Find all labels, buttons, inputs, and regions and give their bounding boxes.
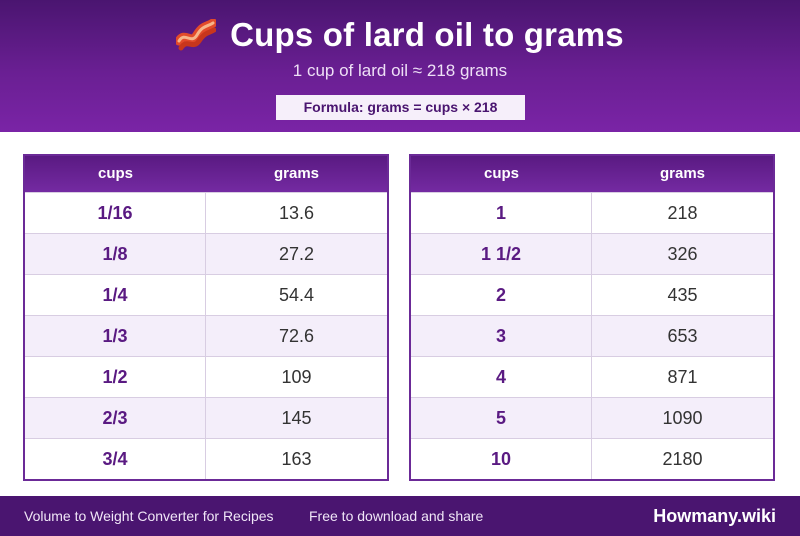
column-header-cups: cups [97, 165, 133, 182]
grams-cell: 54.4 [278, 285, 315, 305]
table-row: 1/3 72.6 [25, 315, 387, 356]
table-row: 3/4 163 [25, 438, 387, 479]
table-row: 1/4 54.4 [25, 274, 387, 315]
cups-cell: 10 [411, 439, 592, 479]
grams-cell: 653 [667, 326, 698, 346]
column-header-grams: grams [659, 165, 706, 182]
header-banner: Cups of lard oil to grams 1 cup of lard … [0, 0, 800, 132]
table-row: 2 435 [411, 274, 773, 315]
cups-cell: 1 1/2 [411, 234, 592, 274]
grams-cell: 13.6 [278, 203, 315, 223]
table-row: 1/8 27.2 [25, 233, 387, 274]
cups-cell: 2/3 [25, 398, 206, 438]
footer-tagline: Free to download and share [309, 508, 484, 524]
table-row: 1/16 13.6 [25, 192, 387, 233]
column-header-grams: grams [273, 165, 320, 182]
table-header: cups grams [25, 156, 387, 192]
grams-cell: 2180 [662, 449, 703, 469]
grams-cell: 72.6 [278, 326, 315, 346]
conversion-table-left: cups grams 1/16 13.6 1/8 27.2 1/4 54.4 1… [23, 154, 389, 481]
footer-description: Volume to Weight Converter for Recipes [24, 508, 274, 524]
cups-cell: 1/8 [25, 234, 206, 274]
table-row: 5 1090 [411, 397, 773, 438]
cups-cell: 1/4 [25, 275, 206, 315]
table-row: 10 2180 [411, 438, 773, 479]
grams-cell: 163 [281, 449, 312, 469]
grams-cell: 27.2 [278, 244, 315, 264]
cups-cell: 3/4 [25, 439, 206, 479]
cups-cell: 4 [411, 357, 592, 397]
bacon-icon [174, 18, 218, 51]
page-title: Cups of lard oil to grams [230, 16, 624, 53]
conversion-table-right: cups grams 1 218 1 1/2 326 2 435 3 653 4… [409, 154, 775, 481]
cups-cell: 2 [411, 275, 592, 315]
grams-cell: 145 [281, 408, 312, 428]
grams-cell: 109 [281, 367, 312, 387]
formula-badge: Formula: grams = cups × 218 [276, 95, 525, 120]
footer-bar: Volume to Weight Converter for Recipes F… [0, 496, 800, 536]
table-row: 1 1/2 326 [411, 233, 773, 274]
grams-cell: 435 [667, 285, 698, 305]
grams-cell: 1090 [662, 408, 703, 428]
brand-logo[interactable]: Howmany.wiki [653, 506, 776, 526]
table-header: cups grams [411, 156, 773, 192]
page-subtitle: 1 cup of lard oil ≈ 218 grams [292, 61, 508, 80]
table-row: 1/2 109 [25, 356, 387, 397]
cups-cell: 3 [411, 316, 592, 356]
cups-cell: 5 [411, 398, 592, 438]
table-row: 3 653 [411, 315, 773, 356]
title-row: Cups of lard oil to grams [0, 14, 800, 56]
table-row: 4 871 [411, 356, 773, 397]
cups-cell: 1/16 [25, 193, 206, 233]
cups-cell: 1/3 [25, 316, 206, 356]
cups-cell: 1/2 [25, 357, 206, 397]
grams-cell: 871 [667, 367, 698, 387]
cups-cell: 1 [411, 193, 592, 233]
table-row: 1 218 [411, 192, 773, 233]
column-header-cups: cups [483, 165, 519, 182]
grams-cell: 326 [667, 244, 698, 264]
grams-cell: 218 [667, 203, 698, 223]
table-row: 2/3 145 [25, 397, 387, 438]
